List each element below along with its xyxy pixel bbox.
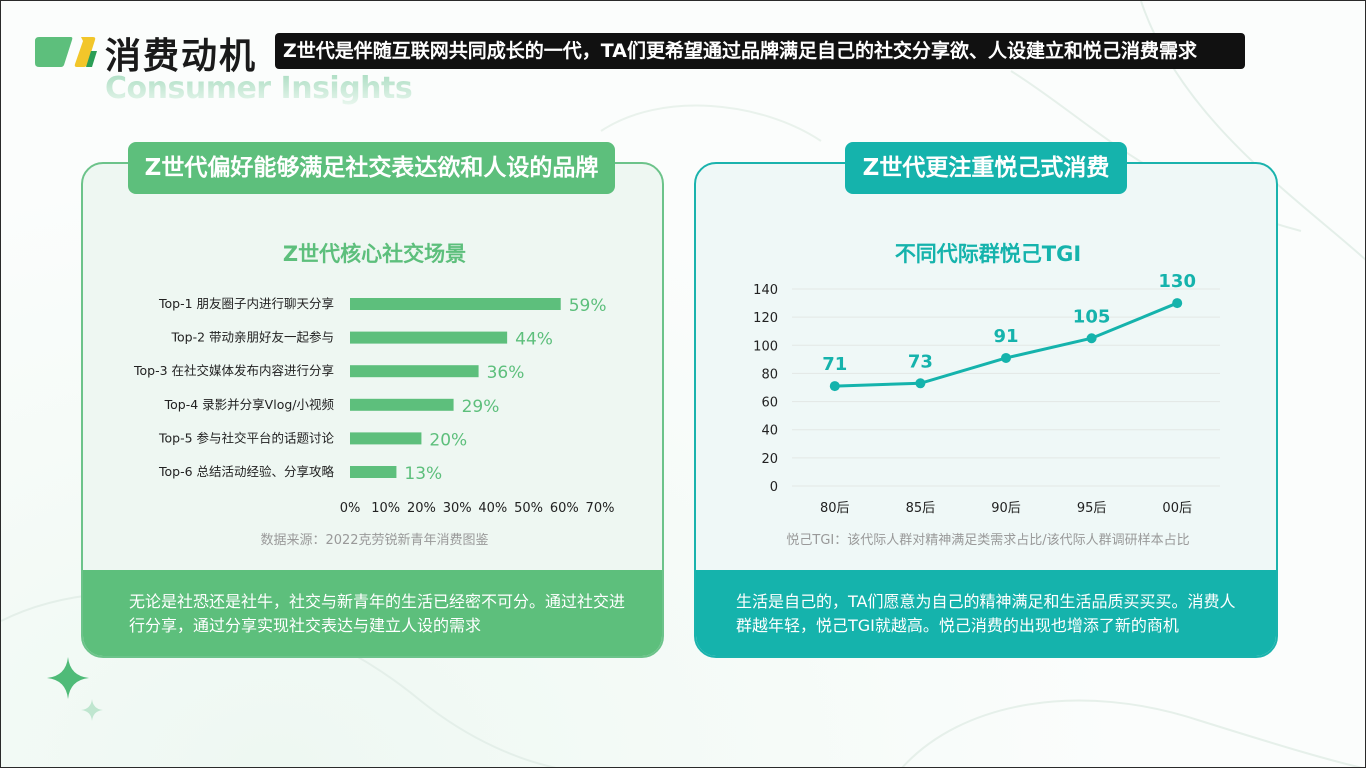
bar-category-label: Top-6 总结活动经验、分享攻略 [158, 464, 335, 479]
bar-category-label: Top-4 录影并分享Vlog/小视频 [164, 397, 335, 412]
bar-value-label: 29% [462, 397, 500, 417]
bar-category-label: Top-1 朋友圈子内进行聊天分享 [158, 296, 334, 311]
left-panel: Z世代核心社交场景 Top-1 朋友圈子内进行聊天分享 59% Top-2 带动亲朋… [81, 162, 664, 658]
x-tick-label: 50% [514, 501, 543, 516]
bar [350, 331, 508, 344]
y-tick-label: 120 [753, 311, 778, 326]
x-tick-label: 85后 [906, 501, 936, 516]
bar-value-label: 59% [569, 296, 607, 316]
right-footer-text: 生活是自己的，TA们愿意为自己的精神满足和生活品质买买买。消费人群越年轻，悦己T… [696, 570, 1276, 656]
data-point [915, 378, 926, 389]
bar-value-label: 20% [429, 430, 467, 450]
data-point [1001, 352, 1011, 363]
x-tick-label: 00后 [1162, 501, 1192, 516]
x-tick-label: 30% [443, 501, 472, 516]
bar-chart: Top-1 朋友圈子内进行聊天分享 59% Top-2 带动亲朋好友一起参与 44% T… [133, 296, 615, 516]
x-tick-label: 20% [407, 501, 436, 516]
x-tick-label: 0% [340, 501, 361, 516]
y-tick-label: 80 [761, 367, 778, 382]
data-point [1172, 298, 1183, 309]
bar [350, 298, 561, 310]
bar-value-label: 44% [515, 330, 553, 350]
y-tick-label: 20 [761, 452, 778, 467]
data-point [829, 381, 840, 392]
bar-value-label: 13% [404, 464, 442, 484]
y-tick-label: 60 [761, 396, 778, 411]
x-tick-label: 70% [586, 501, 615, 516]
line-chart: 0 20 40 60 80 100 120 140 71 80后 73 85后 91 90后 105 95后 1… [753, 271, 1220, 516]
right-source-note: 悦己TGI：该代际人群对精神满足类需求占比/该代际人群调研样本占比 [786, 533, 1190, 548]
brand-logo-icon [35, 37, 97, 67]
data-point [1086, 333, 1097, 344]
bar [350, 365, 479, 378]
bar [350, 398, 454, 411]
data-label: 73 [908, 351, 933, 372]
data-label: 105 [1073, 306, 1111, 327]
x-tick-label: 60% [550, 501, 579, 516]
sparkle-small-icon [81, 699, 103, 721]
x-tick-label: 10% [371, 501, 400, 516]
headline-banner: Z世代是伴随互联网共同成长的一代，TA们更希望通过品牌满足自己的社交分享欲、人设… [275, 33, 1245, 69]
y-tick-label: 100 [753, 339, 778, 354]
page-subtitle-en: Consumer Insights [105, 71, 413, 106]
right-panel: 不同代际群悦己TGI 0 20 40 60 80 100 120 140 71 80后 73 85后 9… [694, 162, 1278, 658]
data-label: 130 [1158, 271, 1196, 292]
y-tick-label: 140 [753, 283, 778, 298]
data-label: 91 [993, 326, 1018, 347]
data-label: 71 [822, 354, 847, 375]
bar [350, 466, 397, 478]
x-tick-label: 95后 [1077, 501, 1107, 516]
left-panel-tab: Z世代偏好能够满足社交表达欲和人设的品牌 [128, 142, 615, 194]
bar [350, 432, 422, 445]
left-footer-text: 无论是社恐还是社牛，社交与新青年的生活已经密不可分。通过社交进行分享，通过分享实… [83, 570, 662, 656]
bar-category-label: Top-3 在社交媒体发布内容进行分享 [133, 363, 334, 378]
x-tick-label: 80后 [820, 501, 850, 516]
left-source-note: 数据来源：2022克劳锐新青年消费图鉴 [260, 533, 489, 548]
y-tick-label: 0 [770, 480, 778, 495]
line-chart-title: 不同代际群悦己TGI [894, 242, 1082, 266]
bar-chart-title: Z世代核心社交场景 [282, 242, 467, 266]
page-title: 消费动机 [105, 36, 258, 77]
x-tick-label: 40% [478, 501, 507, 516]
right-panel-tab: Z世代更注重悦己式消费 [845, 142, 1127, 194]
bar-category-label: Top-2 带动亲朋好友一起参与 [170, 330, 334, 345]
bar-category-label: Top-5 参与社交平台的话题讨论 [158, 430, 335, 445]
y-tick-label: 40 [761, 424, 778, 439]
x-tick-label: 90后 [991, 501, 1021, 516]
sparkle-large-icon [47, 657, 89, 699]
bar-value-label: 36% [487, 363, 525, 383]
